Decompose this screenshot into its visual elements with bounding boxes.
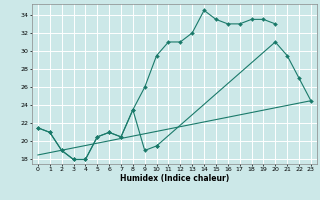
X-axis label: Humidex (Indice chaleur): Humidex (Indice chaleur) xyxy=(120,174,229,183)
